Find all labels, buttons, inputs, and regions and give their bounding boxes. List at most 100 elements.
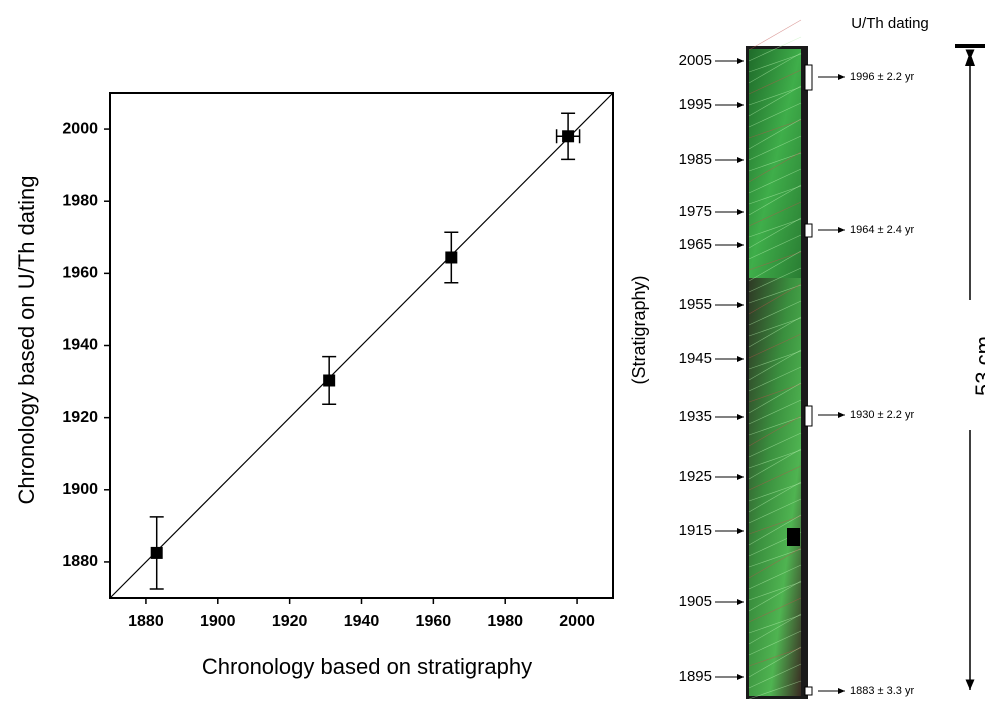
sample-block [787, 528, 800, 546]
y-tick-label: 2000 [62, 120, 98, 137]
strat-year: 1965 [679, 236, 712, 253]
strat-year: 1925 [679, 468, 712, 485]
streak [748, 564, 802, 590]
streak [748, 85, 802, 117]
y-tick-label: 1920 [62, 409, 98, 426]
scale-label: 53 cm [971, 336, 985, 396]
sample-box [804, 223, 813, 238]
core-lower [749, 278, 801, 696]
streak [748, 547, 802, 579]
streak [748, 548, 802, 568]
x-axis-label: Chronology based on stratigraphy [202, 654, 532, 679]
reference-line [109, 92, 614, 599]
uth-label: 1930 ± 2.2 yr [850, 409, 914, 421]
streak [748, 465, 802, 491]
x-tick-label: 1900 [200, 613, 236, 630]
streak [748, 168, 802, 194]
streak [748, 284, 802, 304]
streak [748, 383, 802, 403]
sample-box [804, 686, 813, 696]
strat-year: 2005 [679, 52, 712, 69]
strat-year: 1985 [679, 151, 712, 168]
strat-year: 1995 [679, 96, 712, 113]
streak [748, 498, 802, 524]
core-side-label: (Stratigraphy) [629, 275, 649, 384]
streak [748, 515, 802, 535]
streak [748, 36, 802, 62]
y-tick-label: 1900 [62, 481, 98, 498]
uth-label: 1996 ± 2.2 yr [850, 71, 914, 83]
streak [748, 250, 802, 282]
streak [748, 119, 802, 139]
strat-year: 1975 [679, 203, 712, 220]
streak [748, 201, 802, 227]
streak [748, 580, 802, 612]
x-tick-label: 1880 [128, 613, 164, 630]
streak [748, 581, 802, 601]
streak [748, 19, 802, 51]
y-tick-label: 1960 [62, 265, 98, 282]
x-tick-label: 1960 [416, 613, 452, 630]
streak [748, 415, 802, 447]
streak [748, 135, 802, 161]
x-tick-label: 1980 [487, 613, 523, 630]
strat-year: 1915 [679, 522, 712, 539]
streak [748, 432, 802, 458]
streak [748, 152, 802, 172]
streak [748, 613, 802, 645]
scale-arrowhead [965, 52, 975, 66]
streak [748, 184, 802, 216]
streak [748, 218, 802, 238]
x-tick-label: 2000 [559, 613, 595, 630]
streak [748, 647, 802, 667]
streak [748, 69, 802, 95]
streak [748, 448, 802, 480]
point [445, 251, 458, 264]
streak [748, 597, 802, 623]
strat-year: 1935 [679, 408, 712, 425]
point [150, 546, 163, 559]
y-tick-label: 1980 [62, 192, 98, 209]
streak [748, 646, 802, 678]
sample-box [804, 64, 813, 91]
streak [748, 317, 802, 337]
streak [748, 185, 802, 205]
streak [748, 118, 802, 150]
y-tick-label: 1880 [62, 553, 98, 570]
streak [748, 481, 802, 513]
uth-label: 1883 ± 3.3 yr [850, 685, 914, 697]
streak [748, 151, 802, 183]
streak [748, 399, 802, 425]
uth-title: U/Th dating [851, 15, 929, 32]
streak [748, 52, 802, 84]
streak [748, 234, 802, 260]
strat-year: 1955 [679, 296, 712, 313]
streak [748, 53, 802, 73]
point [562, 130, 575, 143]
core-texture [748, 19, 802, 700]
streak [748, 316, 802, 348]
streak [748, 416, 802, 436]
strat-year: 1895 [679, 668, 712, 685]
streak [748, 251, 802, 271]
streak [748, 349, 802, 381]
streak [748, 102, 802, 128]
point [323, 374, 336, 387]
streak [748, 333, 802, 359]
y-tick-label: 1940 [62, 337, 98, 354]
streak [748, 350, 802, 370]
streak [748, 449, 802, 469]
streak [748, 267, 802, 293]
y-axis-label: Chronology based on U/Th dating [14, 176, 39, 505]
streak [748, 514, 802, 546]
strat-year: 1905 [679, 593, 712, 610]
streak [748, 382, 802, 414]
x-tick-label: 1920 [272, 613, 308, 630]
x-tick-label: 1940 [344, 613, 380, 630]
streak [748, 680, 802, 700]
streak [748, 217, 802, 249]
streak [748, 300, 802, 326]
sample-box [804, 405, 813, 427]
